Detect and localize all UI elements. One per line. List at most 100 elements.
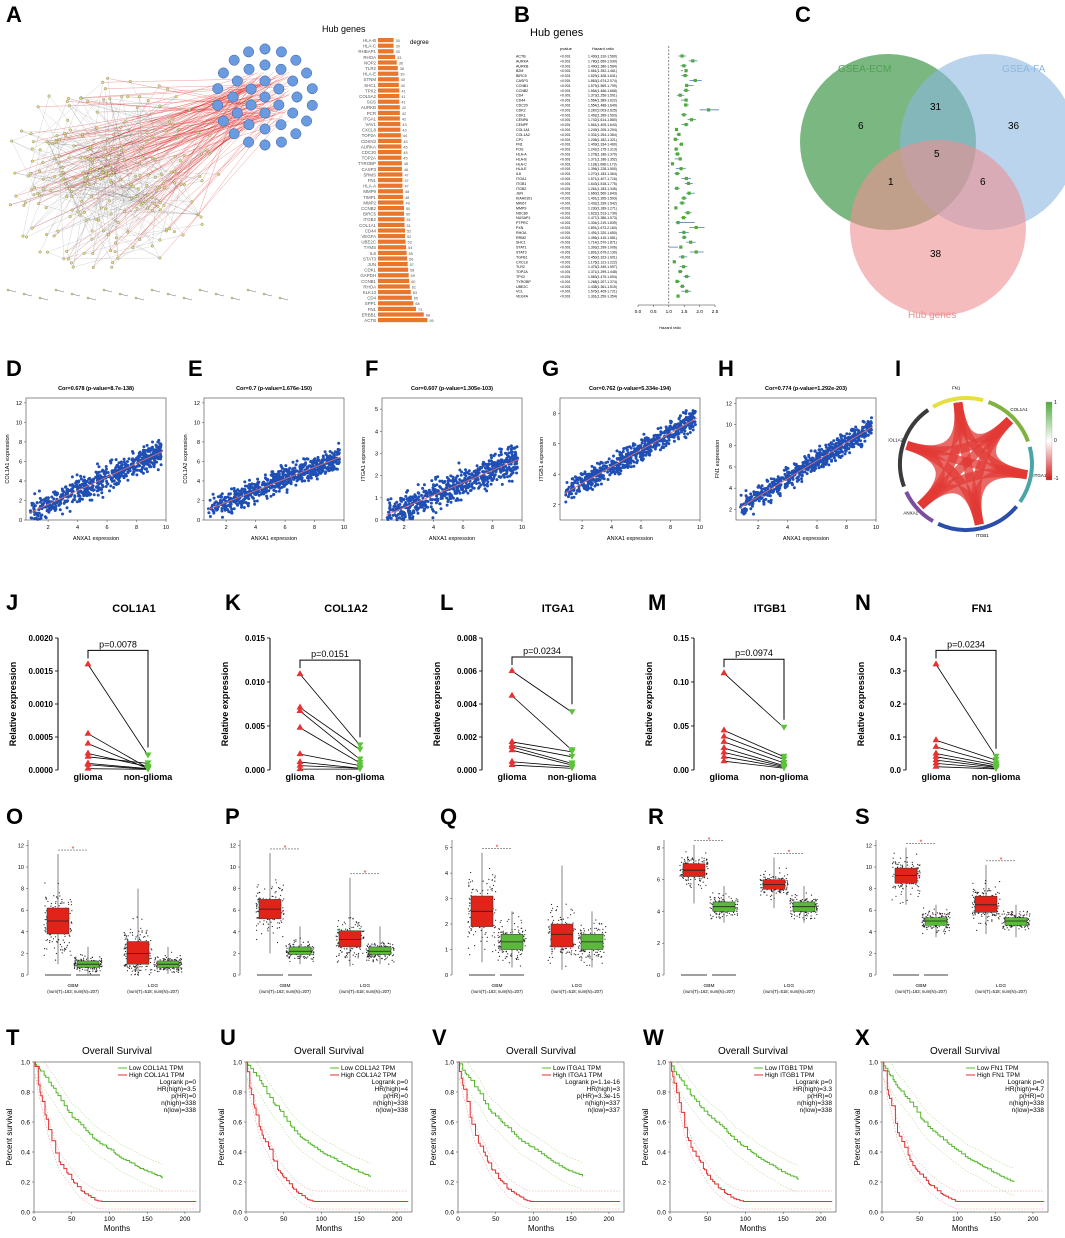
network-node <box>150 135 154 139</box>
network-node <box>179 182 183 186</box>
network-edge <box>73 245 153 268</box>
scatter-point <box>459 498 463 502</box>
network-edge <box>56 115 276 141</box>
forest-point <box>674 206 678 210</box>
network-node <box>101 165 105 169</box>
scatter-point <box>214 500 218 504</box>
hub-gene-label: HLA-B <box>363 38 376 43</box>
hub-gene-label: HLA-C <box>363 44 376 49</box>
scatter-point <box>660 438 664 442</box>
network-edge <box>130 109 253 185</box>
paired-ytick-label: 0.3 <box>890 667 902 676</box>
paired-xlabel-glioma: glioma <box>921 772 951 782</box>
network-node <box>67 104 71 108</box>
scatter-frame <box>735 397 877 521</box>
scatter-ytick-label: 10 <box>194 420 200 426</box>
paired-ytick-label: 0.004 <box>457 700 478 709</box>
scatter-point <box>769 477 773 481</box>
paired-point-glioma <box>296 750 304 757</box>
chord-arc <box>1018 446 1034 504</box>
chord-legend-label: 0 <box>1054 438 1057 444</box>
network-node <box>190 200 194 204</box>
hub-degree-bar <box>378 200 404 205</box>
forest-pvalue: <0.001 <box>560 182 571 186</box>
scatter-point <box>490 465 494 468</box>
network-edge <box>80 98 132 199</box>
paired-point-nonglioma <box>568 753 576 760</box>
box-jitter-point <box>54 936 57 938</box>
scatter-point <box>141 461 145 465</box>
scatter-point <box>661 445 665 449</box>
scatter-point <box>73 498 77 502</box>
box-jitter-point <box>56 896 58 898</box>
scatter-point <box>747 502 751 506</box>
box-jitter-point <box>56 940 58 943</box>
scatter-point <box>441 480 445 484</box>
forest-pvalue: <0.001 <box>560 246 571 250</box>
network-node <box>120 144 124 148</box>
scatter-point <box>100 469 104 473</box>
hub-degree-value: 51 <box>407 218 411 222</box>
scatter-point <box>428 491 432 495</box>
forest-gene: TPX2 <box>516 275 525 279</box>
paired-ytick-label: 0.002 <box>457 733 478 742</box>
hub-degree-value: 56 <box>409 257 413 261</box>
scatter-point <box>431 509 435 513</box>
scatter-point <box>805 472 809 476</box>
scatter-point <box>229 497 233 501</box>
hub-gene-node <box>259 91 271 103</box>
network-node <box>32 193 36 197</box>
hub-gene-label: ACTB <box>364 318 376 323</box>
hub-degree-bar <box>378 60 397 65</box>
network-node <box>173 154 177 158</box>
scatter-point <box>583 470 587 474</box>
scatter-fit-line <box>386 458 520 516</box>
scatter-xtick-label: 10 <box>697 525 703 531</box>
scatter-point <box>58 508 62 512</box>
paired-point-glioma <box>84 739 92 746</box>
paired-point-nonglioma <box>568 765 576 772</box>
scatter-point <box>775 486 779 490</box>
forest-gene: HLA-B <box>516 157 527 161</box>
scatter-point <box>806 459 810 463</box>
paired-ytick-label: 0.0010 <box>29 700 54 709</box>
paired-line <box>935 763 997 769</box>
scatter-point <box>97 465 101 469</box>
scatter-point <box>75 473 79 477</box>
scatter-point <box>809 470 813 473</box>
network-edge <box>97 112 182 185</box>
scatter-point <box>589 486 593 490</box>
scatter-point <box>449 479 453 483</box>
forest-point <box>684 69 688 73</box>
hub-degree-bar <box>378 234 406 239</box>
scatter-point <box>312 458 316 462</box>
box-jitter-point <box>44 930 46 932</box>
scatter-point <box>591 477 595 481</box>
forest-gene: CENPF <box>516 123 529 127</box>
scatter-point <box>90 485 94 489</box>
scatter-point <box>830 459 833 463</box>
hub-gene-node <box>259 75 271 87</box>
paired-point-nonglioma <box>568 748 576 755</box>
paired-point-nonglioma <box>356 756 364 763</box>
scatter-point <box>767 494 771 497</box>
scatter-fit-line <box>740 425 874 508</box>
scatter-point <box>230 511 234 515</box>
paired-ylabel: Relative expression <box>432 662 442 747</box>
scatter-point <box>798 473 802 477</box>
paired-line <box>511 746 573 764</box>
scatter-point <box>565 481 569 484</box>
network-edge <box>116 118 174 157</box>
network-edge <box>69 105 111 166</box>
scatter-point <box>145 459 148 463</box>
forest-hr-text: 1.438(1.361-1.515) <box>588 285 617 289</box>
isolated-edge <box>71 293 81 297</box>
hub-gene-label: HLA-A <box>363 184 376 189</box>
paired-point-glioma <box>720 737 728 744</box>
scatter-point <box>667 442 671 446</box>
hub-gene-node <box>290 128 302 140</box>
isolated-edge <box>183 297 193 301</box>
scatter-point <box>289 472 293 476</box>
network-edge <box>80 86 289 99</box>
scatter-ytick-label: 2 <box>375 474 378 480</box>
